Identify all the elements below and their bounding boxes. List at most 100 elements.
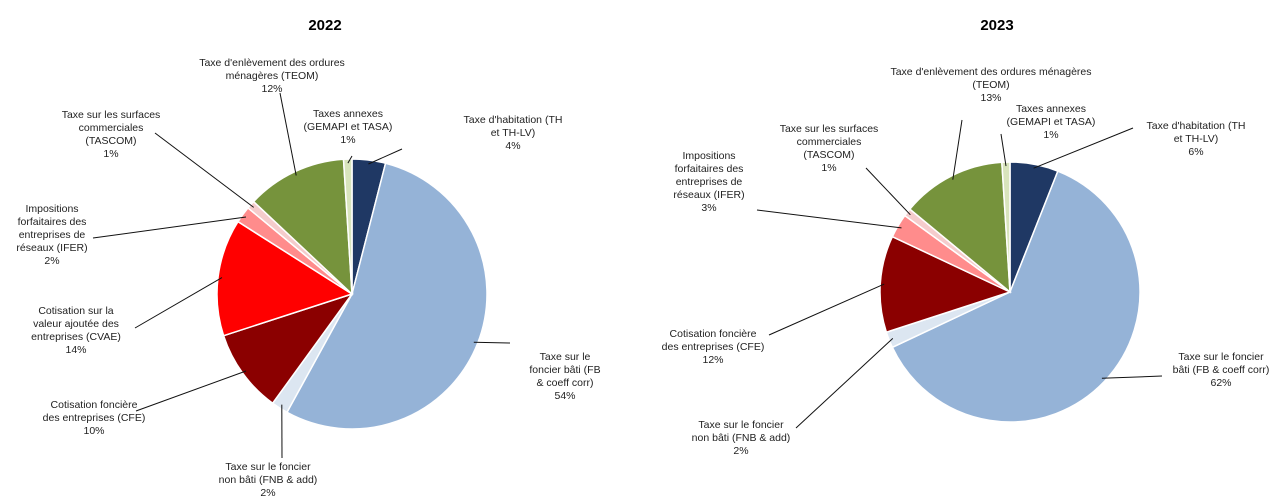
leader-line-tascom [154,132,255,208]
slice-label-line: et TH-LV) [491,127,536,139]
pie-slice-teom [908,161,1011,294]
slice-label-line: Taxes annexes [1016,103,1086,115]
slice-label-line: Taxe sur les surfaces [780,123,879,135]
slice-percent: 14% [65,344,86,356]
slice-label-line: & coeff corr) [537,377,594,389]
leader-line-fb [473,341,511,344]
leader-line-th [368,148,403,165]
leader-line-cvae [134,277,223,329]
slice-label-line: Cotisation foncière [51,399,138,411]
slice-percent: 54% [554,390,575,402]
slice-percent: 2% [260,487,275,499]
slice-label-fb: Taxe sur le foncier bâti (FB & coeff corr)… [529,351,600,402]
slice-label-cfe: Cotisation foncière des entreprises (CFE)… [662,328,765,366]
slice-label-teom: Taxe d'enlèvement des ordures ménagères (… [199,57,345,95]
slice-percent: 10% [83,425,104,437]
slice-percent: 1% [1043,129,1058,141]
slice-label-fnb: Taxe sur le foncier non bâti (FNB & add) 2… [219,461,318,499]
slice-percent: 2% [733,445,748,457]
leader-line-cfe [768,283,885,336]
slice-label-line: entreprises de [676,176,743,188]
slice-label-line: Impositions [25,203,78,215]
pie-slice-fb [285,162,488,430]
slice-label-th: Taxe d'habitation (TH et TH-LV) 4% [464,114,563,152]
slice-label-line: (GEMAPI et TASA) [1007,116,1096,128]
slice-label-line: Taxe d'enlèvement des ordures ménagères [890,66,1091,78]
slice-label-tascom: Taxe sur les surfaces commerciales (TASCOM… [780,123,879,174]
chart-title: 2023 [980,17,1013,34]
slice-label-line: Taxe d'habitation (TH [1147,120,1246,132]
slice-label-line: commerciales [79,122,144,134]
slice-label-line: bâti (FB & coeff corr) [1173,364,1270,376]
slice-label-line: foncier bâti (FB [529,364,600,376]
slice-label-line: forfaitaires des [675,163,744,175]
slice-label-line: Taxe sur le foncier [225,461,311,473]
pie-slice-annexes [342,158,353,295]
slice-label-line: réseaux (IFER) [673,189,744,201]
slice-label-line: Taxe d'enlèvement des ordures [199,57,345,69]
slice-label-line: entreprises (CVAE) [31,331,121,343]
slice-label-line: Cotisation foncière [670,328,757,340]
slice-label-line: forfaitaires des [18,216,87,228]
leader-line-teom [279,92,297,176]
slice-label-ifer: Impositions forfaitaires des entreprises d… [673,150,744,214]
slice-label-ifer: Impositions forfaitaires des entreprises d… [16,203,87,267]
slice-label-teom: Taxe d'enlèvement des ordures ménagères(… [890,66,1091,104]
slice-percent: 3% [701,202,716,214]
slice-label-line: (TASCOM) [803,149,854,161]
slice-percent: 1% [821,162,836,174]
slice-label-line: Taxe sur le [540,351,591,363]
slice-label-line: entreprises de [19,229,86,241]
slice-label-line: des entreprises (CFE) [43,412,146,424]
slice-percent: 13% [980,92,1001,104]
slice-percent: 62% [1210,377,1231,389]
pie-slice-teom [252,158,353,296]
slice-label-line: réseaux (IFER) [16,242,87,254]
pie-slice-cfe [879,235,1013,334]
slice-label-line: Taxes annexes [313,108,383,120]
slice-label-cfe: Cotisation foncière des entreprises (CFE)… [43,399,146,437]
slice-label-line: des entreprises (CFE) [662,341,765,353]
leader-line-cfe [135,370,247,412]
slice-label-annexes: Taxes annexes (GEMAPI et TASA) 1% [304,108,393,146]
slice-label-tascom: Taxe sur les surfaces commerciales (TASCOM… [62,109,161,160]
slice-label-line: Taxe sur les surfaces [62,109,161,121]
leader-line-ifer [756,209,902,229]
slice-label-line: (TEOM) [972,79,1009,91]
slice-label-line: Impositions [682,150,735,162]
slice-label-line: Cotisation sur la [38,305,113,317]
slice-percent: 1% [103,148,118,160]
slice-label-line: non bâti (FNB & add) [219,474,318,486]
pie-slice-fb [891,170,1141,423]
pie-slice-cfe [222,292,354,405]
slice-percent: 12% [261,83,282,95]
slice-label-line: Taxe sur le foncier [1178,351,1264,363]
slice-percent: 6% [1188,146,1203,158]
slice-label-th: Taxe d'habitation (TH et TH-LV) 6% [1147,120,1246,158]
slice-label-cvae: Cotisation sur la valeur ajoutée des entre… [31,305,121,356]
slice-label-line: non bâti (FNB & add) [692,432,791,444]
slice-percent: 4% [505,140,520,152]
slice-label-fb: Taxe sur le foncier bâti (FB & coeff corr… [1173,351,1270,389]
leader-line-tascom [865,167,911,216]
slice-label-line: et TH-LV) [1174,133,1219,145]
slice-label-line: (TASCOM) [85,135,136,147]
leader-line-th [1033,127,1134,169]
slice-percent: 12% [702,354,723,366]
slice-label-line: Taxe d'habitation (TH [464,114,563,126]
slice-label-line: (GEMAPI et TASA) [304,121,393,133]
slice-label-fnb: Taxe sur le foncier non bâti (FNB & add) 2… [692,419,791,457]
leader-line-teom [952,119,963,180]
leader-line-fnb [795,338,894,429]
slice-label-line: Taxe sur le foncier [698,419,784,431]
pie-slice-cvae [216,220,354,337]
slice-percent: 1% [340,134,355,146]
slice-label-annexes: Taxes annexes (GEMAPI et TASA) 1% [1007,103,1096,141]
leader-line-annexes [347,155,353,164]
slice-label-line: commerciales [797,136,862,148]
pie-slice-annexes [1001,161,1011,293]
leader-line-annexes [1000,133,1007,167]
